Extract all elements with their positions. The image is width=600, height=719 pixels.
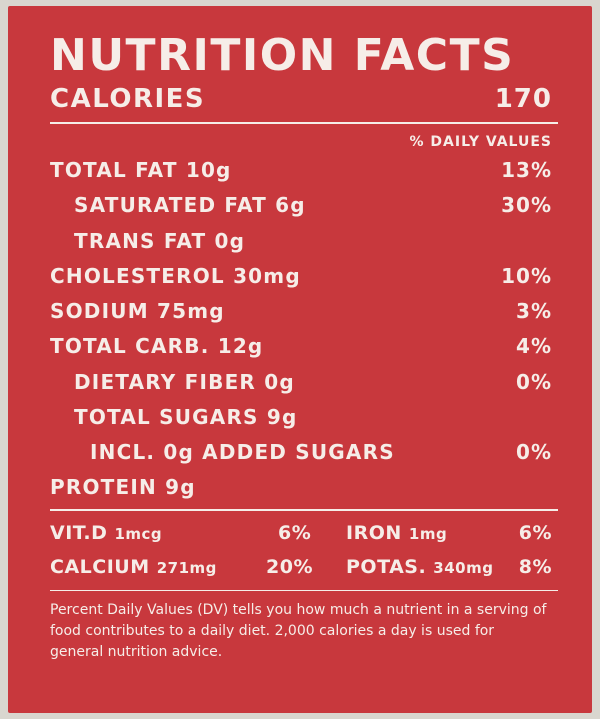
nutrient-amount: 10g xyxy=(185,158,232,182)
nutrient-name: TOTAL SUGARS xyxy=(74,405,259,429)
mineral-amount: 271mg xyxy=(156,559,217,577)
mineral-iron: IRON 1mg xyxy=(346,522,447,544)
nutrient-dv: 13% xyxy=(501,158,552,182)
mineral-dv: 20% xyxy=(266,556,313,578)
mineral-name: IRON xyxy=(346,522,402,544)
mineral-dv: 8% xyxy=(518,556,552,578)
nutrient-dv: 10% xyxy=(501,264,552,288)
nutrient-amount: 75mg xyxy=(156,299,225,323)
nutrient-row-trans-fat: TRANS FAT 0g xyxy=(74,229,245,253)
nutrient-name: SATURATED FAT xyxy=(74,193,267,217)
nutrient-amount: 0g xyxy=(214,229,246,253)
mineral-potassium: POTAS. 340mg xyxy=(346,556,493,578)
mineral-amount: 1mg xyxy=(408,525,448,543)
nutrient-name: DIETARY FIBER xyxy=(74,370,257,394)
nutrient-row-total-carb: TOTAL CARB. 12g xyxy=(50,334,263,358)
mineral-name: POTAS. xyxy=(346,556,427,578)
daily-value-footnote: Percent Daily Values (DV) tells you how … xyxy=(50,602,547,660)
mineral-calcium: CALCIUM 271mg xyxy=(50,556,217,578)
mineral-vitd: VIT.D 1mcg xyxy=(50,522,162,544)
nutrient-amount: 9g xyxy=(266,405,298,429)
calories-label: CALORIES xyxy=(50,84,206,114)
nutrient-amount: 6g xyxy=(275,193,306,217)
nutrient-row-total-sugars: TOTAL SUGARS 9g xyxy=(74,405,297,429)
nutrition-facts-title: NUTRITION FACTS xyxy=(50,30,515,81)
nutrient-row-added-sugars: INCL. 0g ADDED SUGARS xyxy=(90,440,395,464)
nutrient-dv: 0% xyxy=(516,370,552,394)
calories-value: 170 xyxy=(494,84,552,114)
nutrient-name: TOTAL FAT xyxy=(50,158,178,182)
mineral-amount: 1mcg xyxy=(114,525,163,543)
nutrient-row-protein: PROTEIN 9g xyxy=(50,475,196,499)
nutrient-row-total-fat: TOTAL FAT 10g xyxy=(50,158,232,182)
calories-divider xyxy=(50,122,558,124)
mineral-name: CALCIUM xyxy=(50,556,150,578)
nutrient-amount: 30mg xyxy=(233,264,301,288)
mineral-dv: 6% xyxy=(278,522,312,544)
nutrient-name: PROTEIN xyxy=(50,475,157,499)
nutrient-name: INCL. 0g ADDED SUGARS xyxy=(90,440,395,464)
nutrition-facts-panel: NUTRITION FACTS CALORIES 170 % DAILY VAL… xyxy=(8,6,592,713)
mineral-name: VIT.D xyxy=(50,522,108,544)
nutrient-dv: 3% xyxy=(516,299,552,323)
nutrient-row-dietary-fiber: DIETARY FIBER 0g xyxy=(74,370,295,394)
nutrient-name: TOTAL CARB. xyxy=(50,334,210,358)
nutrient-name: CHOLESTEROL xyxy=(50,264,225,288)
nutrient-amount: 9g xyxy=(165,475,196,499)
nutrient-row-sodium: SODIUM 75mg xyxy=(50,299,225,323)
nutrient-dv: 30% xyxy=(501,193,552,217)
mineral-amount: 340mg xyxy=(433,559,494,577)
nutrient-row-saturated-fat: SATURATED FAT 6g xyxy=(74,193,306,217)
nutrient-dv: 4% xyxy=(516,334,552,358)
nutrient-row-cholesterol: CHOLESTEROL 30mg xyxy=(50,264,301,288)
daily-values-header: % DAILY VALUES xyxy=(409,134,552,150)
footnote-divider xyxy=(50,590,558,591)
nutrient-name: SODIUM xyxy=(50,299,149,323)
minerals-divider xyxy=(50,509,558,511)
nutrient-dv: 0% xyxy=(516,440,552,464)
mineral-dv: 6% xyxy=(518,522,552,544)
nutrient-amount: 0g xyxy=(264,370,295,394)
nutrient-amount: 12g xyxy=(217,334,264,358)
nutrient-name: TRANS FAT xyxy=(74,229,207,253)
